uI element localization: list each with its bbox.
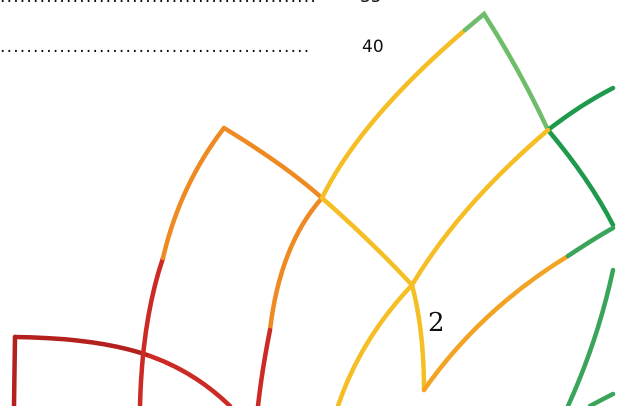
arc-red-right-edge [147,353,233,406]
arc-orange-left [160,125,227,261]
arc-red-vertical [137,255,166,406]
arc-yellow-inner-diag [335,282,415,406]
arc-amber-lower [421,253,571,393]
arc-yellow-drop [409,282,427,393]
arc-orange-top [221,125,325,201]
arc-red-top-edge [12,334,153,359]
arc-red-inner-low [255,327,273,406]
toc-leader-dots: ........................................… [0,37,312,57]
arc-darkgreen-top [545,85,616,133]
toc-page-number: 35 [360,0,382,7]
arc-orange-inner [267,195,325,333]
arc-darkgreen-right [545,127,616,228]
arc-yellow-cross [319,195,415,288]
toc-page-number: 40 [362,37,384,57]
arc-green-right-low [565,267,616,406]
arc-lightgreen-tip [462,10,551,133]
page-number: 2 [428,308,445,338]
arc-yellow-mid [409,127,551,288]
arc-green-lower [565,225,616,259]
toc-leader-dots: ........................................… [0,0,318,7]
arc-red-left-edge [11,334,18,406]
arc-green-bottom [587,391,616,406]
arc-yellow-big-left [319,27,468,201]
